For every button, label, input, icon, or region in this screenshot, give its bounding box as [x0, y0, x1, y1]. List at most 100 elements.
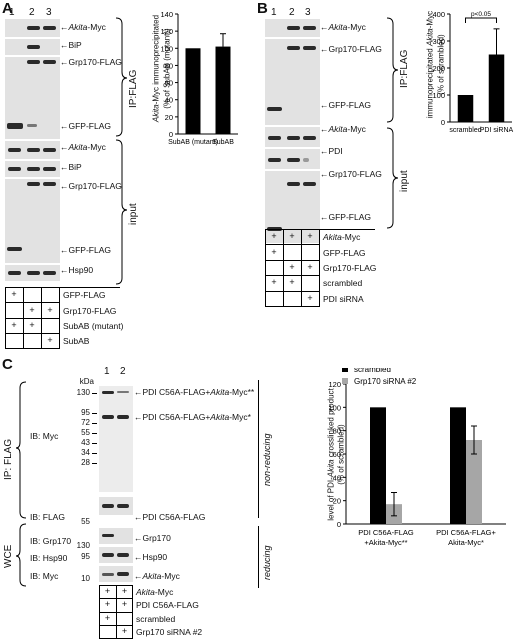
panel-b-letter: B	[257, 0, 268, 17]
chart-c-ytick-label-1: 20	[333, 497, 341, 506]
c-row3-label: scrambled	[136, 614, 176, 624]
chart-c-xtick-0-0: PDI C56A-FLAG	[358, 528, 414, 537]
panel-c-wce-label: WCE	[3, 544, 14, 568]
panel-b-strip-flag-input	[265, 171, 320, 243]
chart-c-xtick-0-1: +Akita-Myc**	[364, 538, 407, 547]
chart-b-bar-0	[457, 95, 474, 122]
b-row3-lane3: +	[307, 262, 313, 272]
panel-c-label-grp170: ←Grp170	[134, 533, 171, 543]
chart-a-ytick-label-7: 140	[160, 10, 173, 19]
b-row4-lane2: +	[289, 277, 295, 287]
b-row2-label: GFP-FLAG	[323, 248, 366, 258]
panel-a-label-grp170-ip: ←Grp170-FLAG	[60, 57, 122, 67]
chart-c-legend-swatch-0	[342, 368, 348, 372]
panel-b-label-gfp-ip: ←GFP-FLAG	[320, 100, 372, 110]
c-row2-lane1: +	[104, 599, 111, 609]
panel-c-lane-1: 1	[104, 366, 110, 377]
panel-c-letter: C	[2, 356, 13, 373]
panel-b-conditions-table: + + + Akita-Myc + GFP-FLAG + + Grp170-FL…	[265, 229, 377, 307]
panel-a-strip-bip-input	[5, 161, 60, 177]
chart-c-ytick-label-4: 80	[333, 427, 341, 436]
chart-a-ytick-label-6: 120	[160, 27, 173, 36]
b-row4-label: scrambled	[323, 278, 363, 288]
panel-a-strip-akita-ip	[5, 19, 60, 37]
c-row2-label: PDI C56A-FLAG	[136, 600, 199, 610]
panel-a-lane-2: 2	[29, 7, 35, 18]
panel-b-label-akita-ip: ←Akita-Myc	[320, 22, 366, 32]
chart-c-xtick-1-0: PDI C56A-FLAG+	[436, 528, 496, 537]
panel-a-strip-flag-ip	[5, 57, 60, 139]
panel-c-ib-hsp90: IB: Hsp90	[30, 553, 68, 563]
panel-a-label-akita-ip: ←Akita-Myc	[60, 22, 106, 32]
panel-a-label-hsp90: ←Hsp90	[60, 265, 94, 275]
panel-c-reducing-line	[258, 526, 259, 588]
panel-a-chart: 0 20 40 60 80 100 120 140 SubAB (mutant)SubAB	[160, 10, 238, 146]
panel-a-conditions-table: + GFP-FLAG + + Grp170-FLAG + + SubAB (mu…	[5, 287, 124, 349]
chart-b-ytick-label-3: 300	[432, 37, 445, 46]
chart-c-ytick-label-5: 100	[328, 403, 341, 412]
panel-c-mw-hsp90: 95	[81, 552, 90, 561]
panel-a-label-grp170-input: ←Grp170-FLAG	[60, 181, 122, 191]
panel-c-label-hsp90: ←Hsp90	[134, 552, 168, 562]
panel-c-conditions-table: + + Akita-Myc + + PDI C56A-FLAG + scramb…	[99, 585, 209, 639]
panel-c-nonreducing: non-reducing	[262, 433, 272, 486]
chart-c-xtick-1-1: Akita-Myc*	[448, 538, 484, 547]
panel-a-lane-1: 1	[9, 7, 15, 18]
b-row1-label: Akita-Myc	[323, 232, 361, 242]
panel-c-mw-myc2: 10	[81, 574, 90, 583]
c-row4-lane2: +	[121, 626, 128, 636]
panel-a-strip-flag-input	[5, 179, 60, 263]
b-row4-lane1: +	[271, 277, 277, 287]
c-row3-lane1: +	[104, 613, 111, 623]
c-row1-lane1: +	[104, 586, 111, 596]
c-row1-label: Akita-Myc	[136, 587, 174, 597]
panel-b-strip-akita-ip	[265, 19, 320, 37]
chart-a-ytick-label-0: 0	[169, 130, 173, 139]
panel-c-label-pdi: ←PDI C56A-FLAG	[134, 512, 206, 522]
panel-a-label-gfp-ip: ←GFP-FLAG	[60, 121, 112, 131]
c-row4-label: Grp170 siRNA #2	[136, 627, 203, 637]
chart-c-legend-label-1: Grp170 siRNA #2	[354, 377, 417, 386]
b-row1-lane3: +	[307, 231, 313, 241]
b-row3-label: Grp170-FLAG	[323, 263, 377, 273]
chart-a-bar-0	[185, 48, 201, 134]
panel-b-input-label: input	[399, 170, 410, 192]
panel-c-reducing: reducing	[262, 545, 272, 580]
panel-a-lane-3: 3	[46, 7, 52, 18]
chart-b-sig-bracket	[465, 17, 497, 23]
chart-c-legend-label-0: scrambled	[354, 368, 391, 374]
a-row3-label: SubAB (mutant)	[63, 321, 124, 331]
a-row1-label: GFP-FLAG	[63, 290, 106, 300]
chart-c-bar-0-0	[370, 407, 386, 524]
panel-b-strip-flag-ip	[265, 39, 320, 125]
panel-a-blot-stack	[5, 19, 60, 286]
a-row4-label: SubAB	[63, 336, 90, 346]
panel-c-strip-ib-myc	[99, 386, 133, 492]
panel-c-ib-myc: IB: Myc	[30, 431, 59, 441]
panel-c-ib-grp170: IB: Grp170	[30, 536, 72, 546]
a-row1-lane1: +	[11, 289, 17, 299]
panel-a-label-gfp-input: ←GFP-FLAG	[60, 245, 112, 255]
panel-b-lane-3: 3	[305, 7, 311, 18]
chart-b-xtick-1: PDI siRNA	[480, 127, 514, 134]
panel-b-label-grp170-ip: ←Grp170-FLAG	[320, 44, 382, 54]
panel-b-blot-stack	[265, 19, 320, 243]
a-row4-lane3: +	[47, 335, 53, 345]
panel-c-strip-myc2	[99, 566, 133, 582]
c-row1-lane2: +	[121, 586, 128, 596]
c-row2-lane2: +	[121, 599, 128, 609]
panel-b-brackets	[386, 17, 399, 229]
chart-b-ytick-label-0: 0	[441, 118, 445, 127]
chart-b-sig-label: p<0.05	[471, 11, 491, 18]
b-row1-lane1: +	[271, 231, 277, 241]
a-row2-lane2: +	[29, 305, 35, 315]
panel-b-strip-pdi-input	[265, 149, 320, 169]
chart-c-bar-1-0	[450, 407, 466, 524]
panel-b-label-akita-input: ←Akita-Myc	[320, 124, 366, 134]
chart-b-bar-1	[488, 54, 505, 122]
chart-c-ytick-label-0: 0	[337, 520, 341, 529]
chart-b-ytick-label-2: 200	[432, 64, 445, 73]
panel-a-label-bip-input: ←BiP	[60, 162, 82, 172]
panel-c-ip-label: IP: FLAG	[3, 438, 14, 480]
